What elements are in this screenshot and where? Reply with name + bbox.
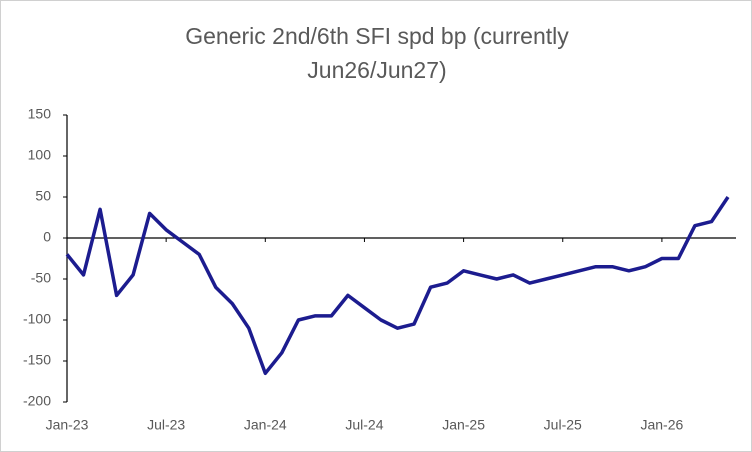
y-tick-label: 0 <box>43 229 51 245</box>
x-tick-label: Jan-26 <box>640 417 683 433</box>
x-tick-label: Jan-25 <box>442 417 485 433</box>
y-tick-label: 50 <box>35 188 51 204</box>
x-tick-label: Jul-25 <box>544 417 582 433</box>
chart-title: Generic 2nd/6th SFI spd bp (currently Ju… <box>185 23 569 83</box>
x-tick-label: Jan-23 <box>46 417 89 433</box>
y-tick-label: -150 <box>23 352 51 368</box>
x-tick-label: Jul-23 <box>147 417 185 433</box>
data-line <box>65 196 730 376</box>
x-tick-label: Jan-24 <box>244 417 287 433</box>
y-tick-label: 100 <box>28 147 52 163</box>
y-tick-label: -200 <box>23 393 51 409</box>
y-tick-label: 150 <box>28 106 52 122</box>
y-tick-label: -50 <box>31 270 51 286</box>
y-tick-label: -100 <box>23 311 51 327</box>
x-tick-label: Jul-24 <box>345 417 383 433</box>
